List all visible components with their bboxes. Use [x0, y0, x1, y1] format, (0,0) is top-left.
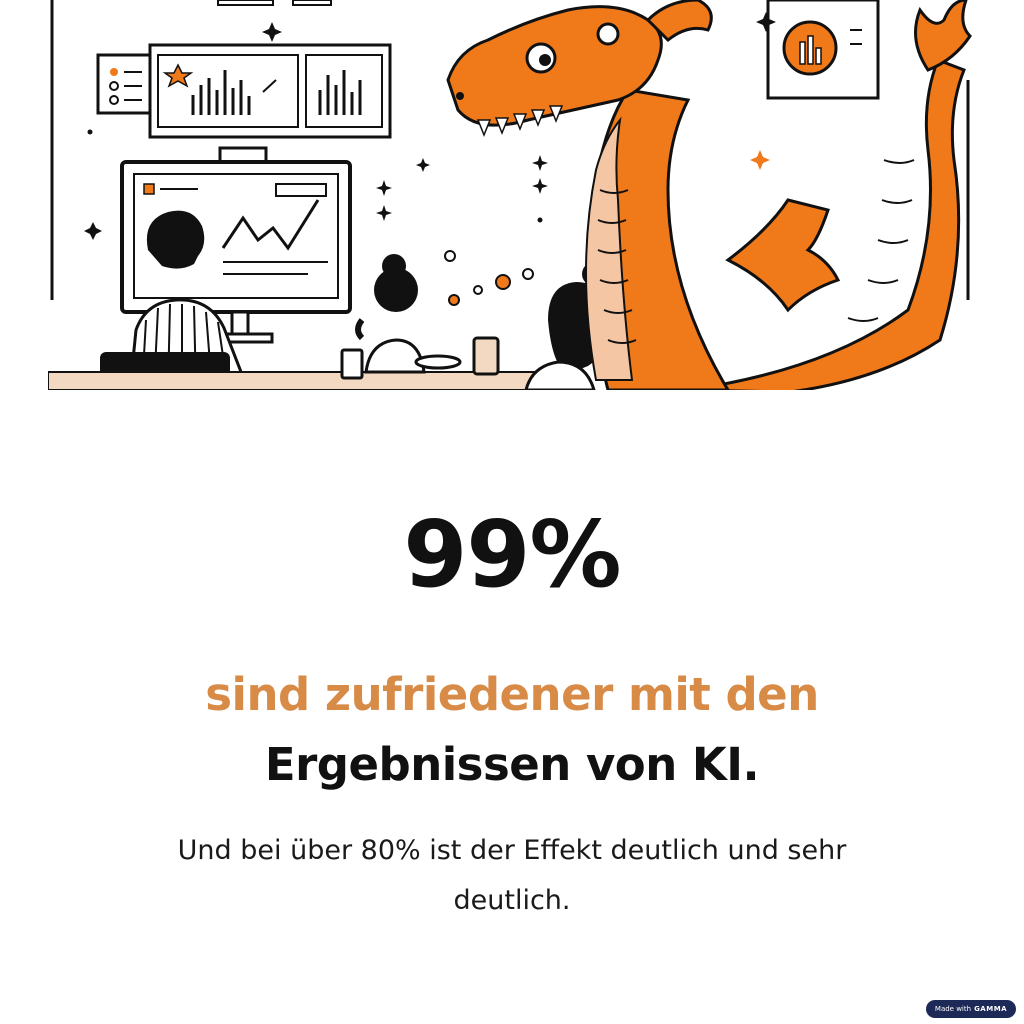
coffee-cup-icon	[340, 336, 500, 380]
badge-prefix: Made with	[934, 1005, 972, 1013]
hero-illustration	[48, 0, 976, 390]
headline-main: Ergebnissen von KI.	[264, 738, 760, 791]
person-icon	[355, 254, 426, 374]
chart-icon	[750, 0, 880, 170]
desk	[48, 371, 539, 390]
badge-brand: GAMMA	[974, 1005, 1008, 1013]
wall-screens-icon	[96, 0, 392, 139]
bubble-icon	[444, 250, 534, 306]
subtext: Und bei über 80% ist der Effekt deutlich…	[177, 835, 847, 916]
headline: sind zufriedener mit den Ergebnissen von…	[0, 660, 1024, 800]
dragon-icon	[446, 0, 972, 390]
sparkle-icon	[84, 22, 548, 240]
monitor-icon	[120, 146, 352, 344]
headline-accent: sind zufriedener mit den	[205, 668, 819, 721]
stat-value: 99%	[403, 501, 621, 608]
made-with-gamma-badge[interactable]: Made with GAMMA	[926, 1000, 1016, 1018]
